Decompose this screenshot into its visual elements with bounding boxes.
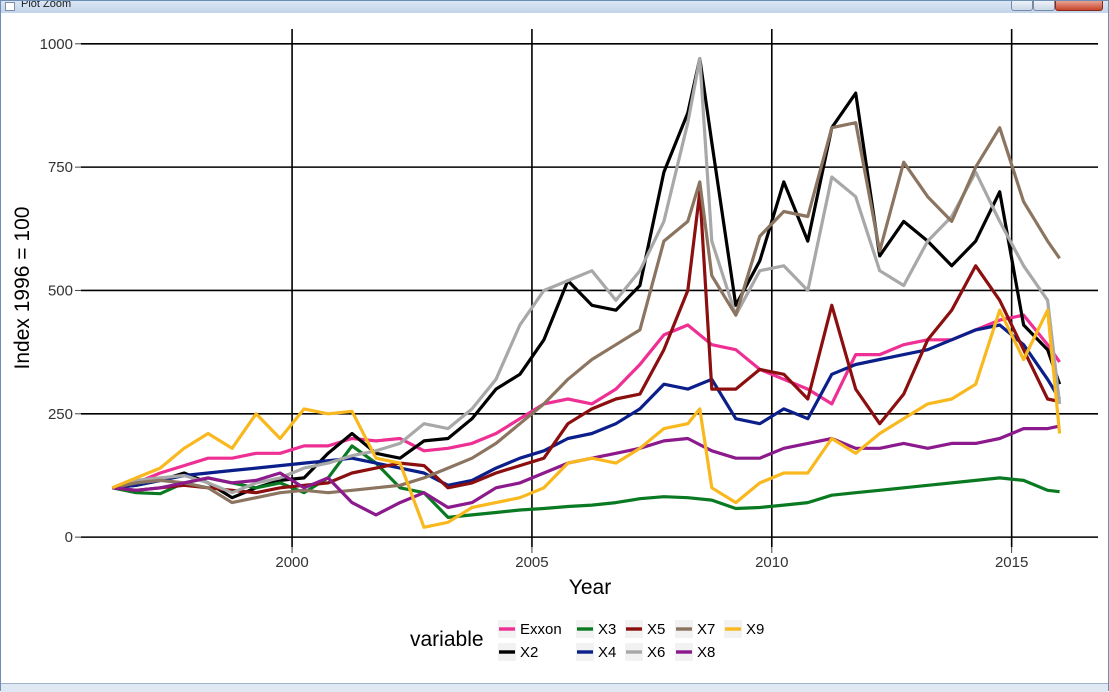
legend-label-x7: X7 (697, 621, 715, 638)
legend-label-x6: X6 (647, 644, 665, 661)
legend-label-x5: X5 (647, 621, 665, 638)
series-line-exxon (111, 313, 1061, 490)
x-tick-label: 2010 (755, 554, 788, 571)
y-tick-label: 500 (48, 282, 73, 299)
x-tick-label: 2005 (515, 554, 548, 571)
series-line-x3 (111, 444, 1060, 520)
series-line-x7 (111, 121, 1061, 505)
window-bottom-border (1, 683, 1108, 692)
axes: 0 250 500 750 1000 2000 2005 2010 2015 (40, 36, 1029, 571)
legend-label-x8: X8 (697, 644, 715, 661)
legend-label-x3: X3 (598, 621, 616, 638)
series-lines (111, 56, 1062, 529)
legend: variable Exxon X2 X3 X4 X5 X6 X7 X8 X9 (410, 620, 764, 661)
y-tick-label: 250 (48, 406, 73, 423)
x-axis-label: Year (569, 576, 611, 599)
legend-items: Exxon X2 X3 X4 X5 X6 X7 X8 X9 (498, 620, 764, 661)
series-line-x9 (111, 308, 1062, 529)
series-line-x6 (111, 56, 1062, 495)
close-button[interactable] (1055, 1, 1103, 11)
series-line-x4 (112, 323, 1061, 490)
app-icon (5, 2, 15, 11)
y-tick-label: 0 (65, 529, 73, 546)
series-line-x2 (112, 56, 1062, 500)
grid (81, 29, 1098, 547)
series-line-x5 (112, 190, 1060, 495)
x-tick-label: 2000 (275, 554, 308, 571)
minimize-button[interactable] (1011, 1, 1033, 11)
legend-label-x2: X2 (520, 644, 538, 661)
legend-label-x4: X4 (598, 644, 616, 661)
series-line-x8 (112, 424, 1060, 517)
y-tick-label: 1000 (40, 36, 73, 53)
y-axis-label: Index 1996 = 100 (11, 207, 34, 370)
x-tick-label: 2015 (995, 554, 1028, 571)
legend-label-x9: X9 (746, 621, 764, 638)
title-bar[interactable]: Plot Zoom (1, 1, 1108, 13)
maximize-button[interactable] (1033, 1, 1055, 11)
y-tick-label: 750 (48, 159, 73, 176)
legend-title: variable (410, 628, 484, 651)
legend-label-exxon: Exxon (520, 621, 562, 638)
window-title: Plot Zoom (21, 1, 72, 10)
